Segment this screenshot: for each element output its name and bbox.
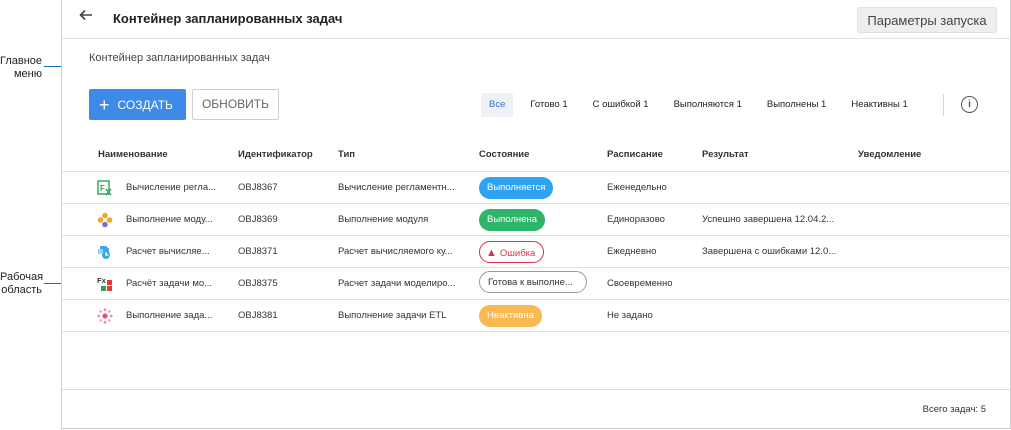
svg-text:F: F: [100, 184, 105, 193]
table-row[interactable]: Выполнение моду... OBJ8369 Выполнение мо…: [62, 203, 1010, 236]
table-header-row: Наименование Идентификатор Тип Состояние…: [62, 138, 1010, 172]
task-type: Выполнение модуля: [338, 203, 479, 236]
column-header-type[interactable]: Тип: [338, 138, 479, 172]
task-name: Выполнение зада...: [126, 310, 213, 321]
filter-divider: [943, 94, 944, 116]
task-schedule: Ежедневно: [607, 235, 702, 268]
status-badge: ▲ Ошибка: [479, 240, 545, 263]
status-badge: Выполнена: [479, 208, 545, 231]
status-filter-bar: Все Готово 1 С ошибкой 1 Выполняются 1 В…: [481, 93, 925, 117]
task-schedule: Не задано: [607, 299, 702, 332]
task-notification: [858, 235, 1010, 268]
status-badge: Выполняется: [479, 176, 554, 199]
task-id: OBJ8367: [238, 171, 338, 204]
task-notification: [858, 299, 1010, 332]
callout-main-menu-leader: [44, 66, 71, 67]
task-type: Расчет задачи моделиро...: [338, 267, 479, 300]
table-row[interactable]: Расчет вычисляе... OBJ8371 Расчет вычисл…: [62, 235, 1010, 268]
task-id: OBJ8371: [238, 235, 338, 268]
task-notification: [858, 203, 1010, 236]
column-header-result[interactable]: Результат: [702, 138, 858, 172]
task-type: Выполнение задачи ETL: [338, 299, 479, 332]
module-icon: [97, 212, 113, 228]
table-row[interactable]: Fx Расчёт задачи мо... OBJ8375 Расчет за…: [62, 267, 1010, 300]
task-name: Расчёт задачи мо...: [126, 278, 213, 289]
callout-main-menu: Главное меню: [0, 55, 42, 81]
task-result: [702, 299, 858, 332]
column-header-status[interactable]: Состояние: [479, 138, 607, 172]
filter-running[interactable]: Выполняются 1: [673, 99, 742, 110]
table-row[interactable]: Выполнение зада... OBJ8381 Выполнение за…: [62, 299, 1010, 332]
status-badge: Неактивна: [479, 304, 542, 327]
filter-all[interactable]: Все: [481, 93, 514, 117]
filter-inactive[interactable]: Неактивны 1: [851, 99, 908, 110]
task-name: Выполнение моду...: [126, 214, 213, 225]
calculated-cube-icon: [97, 244, 113, 260]
task-result: [702, 171, 858, 204]
model-calc-icon: Fx: [97, 276, 113, 292]
task-result: [702, 267, 858, 300]
warning-icon: ▲: [486, 246, 497, 259]
status-badge: Готова к выполне...: [479, 271, 587, 293]
back-arrow-icon[interactable]: [76, 8, 96, 28]
table-row[interactable]: F Вычисление регла... OBJ8367 Вычисление…: [62, 171, 1010, 204]
svg-text:Fx: Fx: [97, 276, 107, 285]
task-id: OBJ8375: [238, 267, 338, 300]
filter-error[interactable]: С ошибкой 1: [592, 99, 649, 110]
column-header-name[interactable]: Наименование: [62, 138, 238, 172]
column-header-schedule[interactable]: Расписание: [607, 138, 702, 172]
breadcrumb[interactable]: Контейнер запланированных задач: [89, 52, 270, 64]
filter-ready[interactable]: Готово 1: [530, 99, 568, 110]
callout-work-area: Рабочая область: [0, 271, 44, 297]
task-result: Завершена с ошибками 12.0...: [702, 235, 858, 268]
refresh-button[interactable]: ОБНОВИТЬ: [192, 89, 279, 120]
task-schedule: Своевременно: [607, 267, 702, 300]
create-button-label: СОЗДАТЬ: [117, 97, 173, 112]
etl-task-icon: [97, 307, 113, 324]
callout-work-area-line1: Рабочая: [0, 271, 44, 283]
info-icon[interactable]: i: [961, 96, 978, 113]
task-id: OBJ8381: [238, 299, 338, 332]
tasks-table: Наименование Идентификатор Тип Состояние…: [62, 138, 1010, 332]
page-title: Контейнер запланированных задач: [113, 11, 343, 26]
header-bar: Контейнер запланированных задач Параметр…: [62, 0, 1010, 39]
table-footer-divider: [62, 389, 1010, 390]
callout-main-menu-line1: Главное: [0, 55, 43, 67]
launch-params-button[interactable]: Параметры запуска: [857, 7, 997, 33]
column-header-notification[interactable]: Уведомление: [858, 138, 1010, 172]
task-result: Успешно завершена 12.04.2...: [702, 203, 858, 236]
task-type: Расчет вычисляемого ку...: [338, 235, 479, 268]
callout-work-area-leader: [44, 283, 71, 284]
plus-icon: +: [99, 94, 110, 115]
column-header-id[interactable]: Идентификатор: [238, 138, 338, 172]
reglament-report-icon: F: [97, 179, 113, 196]
total-count: Всего задач: 5: [922, 404, 986, 415]
task-notification: [858, 267, 1010, 300]
task-name: Расчет вычисляе...: [126, 246, 210, 257]
task-type: Вычисление регламентн...: [338, 171, 479, 204]
task-schedule: Единоразово: [607, 203, 702, 236]
task-notification: [858, 171, 1010, 204]
callout-work-area-line2: область: [1, 284, 42, 296]
create-button[interactable]: + СОЗДАТЬ: [89, 89, 186, 120]
task-schedule: Еженедельно: [607, 171, 702, 204]
scheduled-tasks-window: Контейнер запланированных задач Параметр…: [61, 0, 1011, 429]
filter-done[interactable]: Выполнены 1: [766, 99, 827, 110]
callout-main-menu-line2: меню: [13, 68, 42, 80]
task-id: OBJ8369: [238, 203, 338, 236]
task-name: Вычисление регла...: [126, 182, 217, 193]
